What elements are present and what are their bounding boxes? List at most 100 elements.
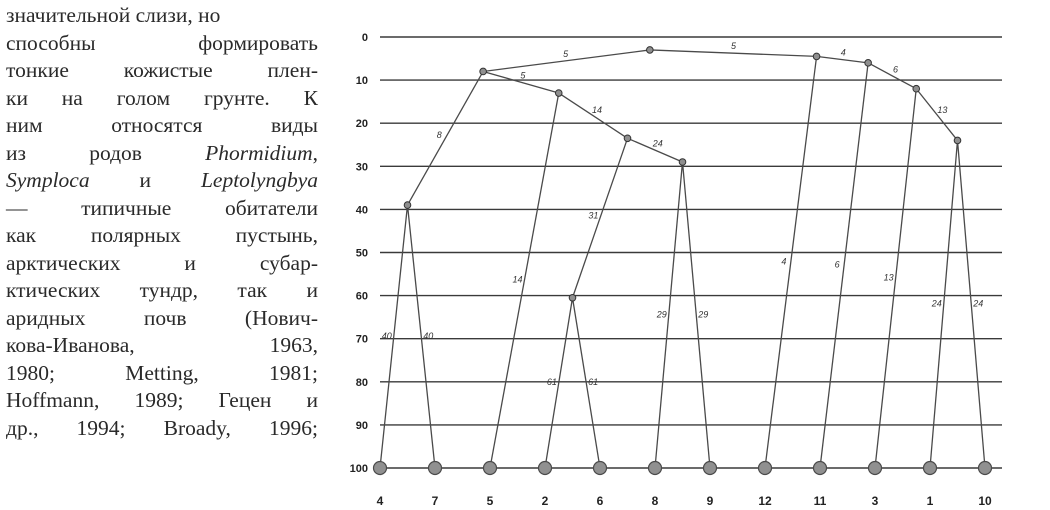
dendrogram-edge bbox=[571, 138, 629, 298]
y-tick-label: 100 bbox=[350, 463, 368, 475]
edge-label: 61 bbox=[547, 377, 557, 387]
dendrogram-edge bbox=[819, 62, 869, 469]
dendrogram-node bbox=[568, 293, 577, 302]
leaf-label: 11 bbox=[814, 494, 827, 508]
dendrogram-node bbox=[912, 84, 921, 93]
dendrogram-figure: 0 10 20 30 40 50 60 70 80 90 100 5 5 4 6 13 5 14 24 8 31 40 4… bbox=[330, 22, 1030, 510]
dendrogram-node bbox=[554, 89, 563, 97]
edge-label: 4 bbox=[841, 48, 846, 58]
dendrogram-edge bbox=[654, 161, 684, 469]
dendrogram-node bbox=[953, 136, 962, 145]
edge-label: 40 bbox=[382, 331, 392, 341]
dendrogram-edge bbox=[482, 70, 559, 94]
y-tick-label: 70 bbox=[356, 334, 368, 346]
dendrogram-edge bbox=[681, 161, 711, 469]
text-line: арктических и субар- bbox=[6, 250, 318, 275]
dendrogram-edge bbox=[874, 88, 917, 469]
text-line: значительной слизи, но bbox=[6, 3, 221, 27]
leaf-node bbox=[922, 460, 938, 476]
edge-label: 13 bbox=[884, 273, 894, 283]
text-line: ним относятся виды bbox=[6, 113, 318, 137]
dendrogram-node bbox=[479, 67, 487, 76]
edge-label: 40 bbox=[423, 331, 433, 341]
edge-label: 14 bbox=[512, 274, 522, 284]
dendrogram-edge bbox=[558, 92, 628, 139]
edge-label: 13 bbox=[937, 105, 947, 115]
leaf-label: 12 bbox=[758, 494, 772, 508]
edge-label: 29 bbox=[656, 309, 667, 319]
dendrogram-node bbox=[812, 52, 821, 61]
leaf-node bbox=[647, 460, 663, 476]
edge-label: 5 bbox=[563, 49, 569, 59]
text-line: из родов Phormidium, bbox=[6, 140, 318, 165]
leaf-label: 8 bbox=[652, 494, 659, 508]
dendrogram-node bbox=[678, 158, 687, 166]
text-line: — типичные обитатели bbox=[6, 195, 318, 220]
dendrogram-edge bbox=[406, 71, 484, 206]
text-line: тонкие кожистые плен- bbox=[6, 58, 318, 82]
edge-label: 5 bbox=[731, 41, 737, 51]
dendrogram-edge bbox=[649, 49, 817, 58]
dendrogram-edge bbox=[489, 92, 560, 469]
text-line: аридных почв (Нович- bbox=[6, 305, 318, 330]
leaf-label: 6 bbox=[597, 494, 604, 508]
y-tick-label: 30 bbox=[356, 161, 368, 173]
leaf-node bbox=[537, 460, 553, 476]
leaf-label: 10 bbox=[978, 494, 992, 508]
dendrogram-node bbox=[646, 46, 654, 54]
text-line: др., 1994; Broady, 1996; bbox=[6, 415, 318, 440]
edge-label: 8 bbox=[437, 130, 442, 140]
leaf-node bbox=[977, 460, 993, 476]
leaf-label: 5 bbox=[487, 494, 494, 508]
text-line: 1980; Metting, 1981; bbox=[6, 360, 318, 385]
edge-label: 14 bbox=[592, 105, 602, 115]
y-tick-label: 10 bbox=[356, 75, 368, 87]
grid-layer: 0 10 20 30 40 50 60 70 80 90 100 bbox=[350, 32, 1002, 475]
node-layer bbox=[372, 46, 993, 476]
dendrogram-edge bbox=[867, 62, 917, 90]
leaf-node bbox=[812, 460, 828, 476]
leaf-node bbox=[482, 460, 498, 476]
edge-label: 24 bbox=[972, 299, 983, 309]
leaf-label: 4 bbox=[377, 494, 384, 508]
dendrogram-node bbox=[864, 59, 872, 67]
y-tick-label: 40 bbox=[356, 204, 368, 216]
edge-label: 6 bbox=[835, 260, 840, 270]
body-text-column: значительной слизи, но способны формирова… bbox=[6, 2, 318, 442]
leaf-node bbox=[702, 460, 718, 476]
edge-label: 24 bbox=[652, 139, 663, 149]
leaf-label: 2 bbox=[542, 494, 549, 508]
dendrogram-edge bbox=[544, 297, 574, 469]
edge-label: 6 bbox=[893, 65, 898, 75]
dendrogram-edge bbox=[929, 140, 959, 469]
leaf-label: 1 bbox=[927, 494, 934, 508]
leaf-node bbox=[592, 460, 608, 476]
y-tick-label: 90 bbox=[356, 420, 368, 432]
dendrogram-node bbox=[623, 134, 632, 143]
text-line: способны формировать bbox=[6, 30, 318, 55]
edge-label: 5 bbox=[520, 71, 526, 81]
leaf-node bbox=[427, 460, 443, 476]
edge-label: 61 bbox=[588, 377, 598, 387]
dendrogram-node bbox=[403, 201, 412, 209]
dendrogram-edge bbox=[956, 140, 986, 469]
text-line: Hoffmann, 1989; Гецен и bbox=[6, 388, 318, 412]
edge-label: 4 bbox=[781, 256, 786, 266]
text-line: кова-Иванова, 1963, bbox=[6, 333, 318, 357]
y-tick-label: 50 bbox=[356, 248, 368, 260]
leaf-node bbox=[867, 460, 883, 476]
dendrogram-edge bbox=[627, 137, 683, 163]
leaf-label: 9 bbox=[707, 494, 714, 508]
dendrogram-edge bbox=[764, 56, 818, 469]
y-tick-label: 0 bbox=[362, 32, 368, 44]
edge-label: 31 bbox=[588, 211, 598, 221]
text-line: Symploca и Leptolyngbya bbox=[6, 168, 318, 192]
leaf-node bbox=[757, 460, 773, 476]
dendrogram-edge bbox=[483, 49, 650, 73]
dendrogram-edge bbox=[571, 297, 601, 469]
dendrogram-edge bbox=[816, 55, 869, 64]
leaf-node bbox=[372, 460, 388, 476]
edge-layer bbox=[379, 49, 986, 469]
